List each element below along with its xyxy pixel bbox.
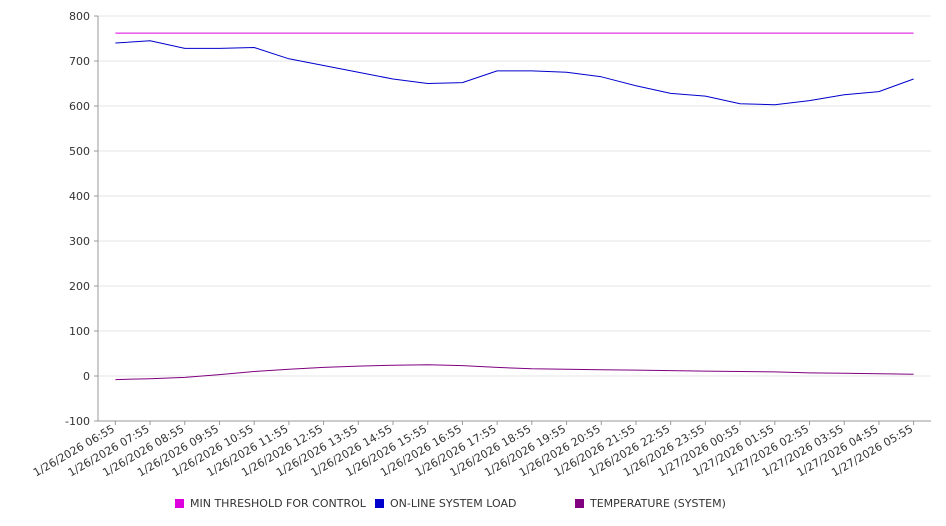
legend-label-temperature: TEMPERATURE (SYSTEM)	[590, 497, 726, 510]
y-tick-labels: -100 0 100 200 300 400 500 600 700 800	[65, 10, 90, 428]
y-tick-label: 300	[69, 235, 90, 248]
y-tick-label: 0	[83, 370, 90, 383]
legend-swatch-min-threshold	[175, 499, 184, 508]
gridlines	[98, 15, 931, 422]
legend-label-system-load: ON-LINE SYSTEM LOAD	[390, 497, 517, 510]
y-tick-label: 200	[69, 280, 90, 293]
legend-item-system-load[interactable]: ON-LINE SYSTEM LOAD	[375, 497, 516, 510]
legend-item-temperature[interactable]: TEMPERATURE (SYSTEM)	[575, 497, 726, 510]
legend: MIN THRESHOLD FOR CONTROL ON-LINE SYSTEM…	[0, 497, 946, 515]
y-tick-label: -100	[65, 415, 90, 428]
legend-item-min-threshold[interactable]: MIN THRESHOLD FOR CONTROL	[175, 497, 366, 510]
y-tick-label: 400	[69, 190, 90, 203]
legend-swatch-temperature	[575, 499, 584, 508]
y-tick-label: 500	[69, 145, 90, 158]
y-tick-label: 700	[69, 55, 90, 68]
x-tick-labels: 1/26/2026 06:551/26/2026 07:551/26/2026 …	[31, 422, 915, 479]
legend-swatch-system-load	[375, 499, 384, 508]
series-line-2	[115, 364, 914, 381]
y-tick-label: 600	[69, 100, 90, 113]
series-lines	[115, 32, 914, 381]
series-line-1	[115, 40, 914, 106]
legend-label-min-threshold: MIN THRESHOLD FOR CONTROL	[190, 497, 366, 510]
y-tick-label: 800	[69, 10, 90, 23]
y-tick-label: 100	[69, 325, 90, 338]
axes	[94, 15, 931, 425]
